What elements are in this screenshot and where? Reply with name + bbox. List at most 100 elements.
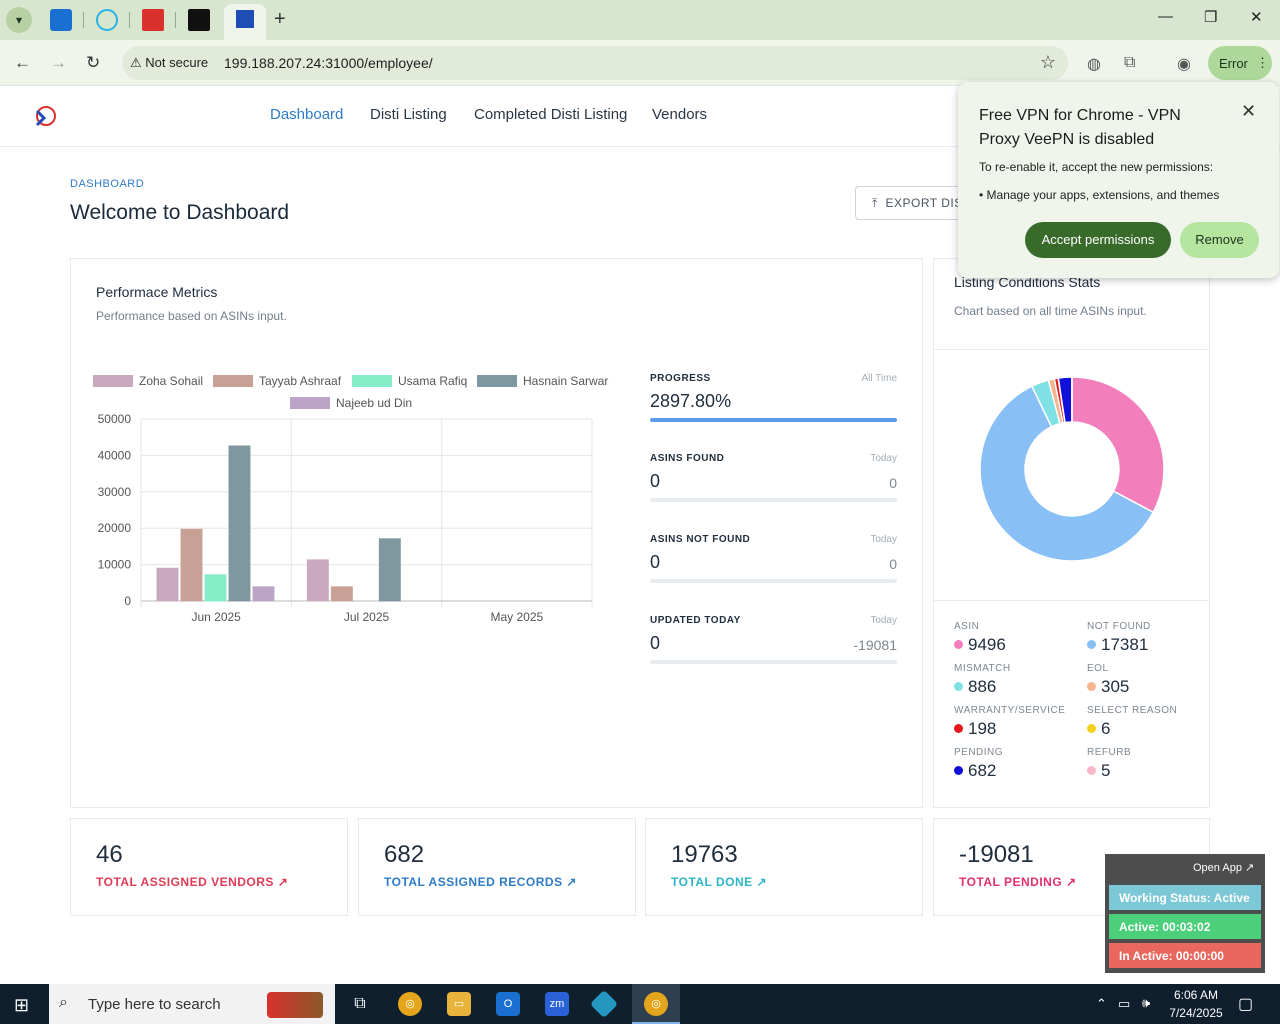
outlook-icon[interactable]: O	[496, 992, 520, 1016]
tab-favicon-ex-icon[interactable]	[142, 9, 164, 31]
legend-label[interactable]: Zoha Sohail	[139, 374, 204, 388]
stat-color-dot	[1087, 766, 1096, 775]
app-diamond-icon[interactable]	[589, 989, 619, 1019]
page-title: Welcome to Dashboard	[70, 201, 290, 224]
browser-tab-strip: ▾ + — ❐ ✕	[0, 0, 1280, 40]
total-label: TOTAL ASSIGNED VENDORS	[96, 875, 274, 889]
nav-completed-disti-listing[interactable]: Completed Disti Listing	[474, 106, 628, 123]
stat-number: 17381	[1101, 635, 1149, 654]
search-highlight-icon	[267, 992, 323, 1018]
windows-start-icon[interactable]: ⊞	[14, 995, 30, 1015]
bar-hasnain-sarwar	[228, 445, 251, 602]
open-app-link[interactable]: Open App ↗	[1193, 862, 1255, 874]
bar-chart: 0 10000 20000 30000 40000 50000 Jun 2025 Jul 20…	[98, 412, 593, 624]
legend-label[interactable]: Usama Rafiq	[398, 374, 468, 388]
nav-disti-listing[interactable]: Disti Listing	[370, 106, 447, 123]
bar-tayyab-ashraaf	[180, 528, 203, 602]
total-card[interactable]: 46 TOTAL ASSIGNED VENDORS ↗	[70, 818, 348, 916]
popup-permission-item: • Manage your apps, extensions, and them…	[979, 188, 1220, 202]
clock-time[interactable]: 6:06 AM	[1173, 988, 1219, 1002]
extensions-icon[interactable]: ⧉	[1124, 54, 1136, 71]
warning-icon: ⚠	[130, 55, 142, 70]
total-card[interactable]: 19763 TOTAL DONE ↗	[645, 818, 923, 916]
tab-favicon-amazon-icon[interactable]	[188, 9, 210, 31]
y-tick-label: 30000	[98, 485, 132, 499]
legend-label[interactable]: Hasnain Sarwar	[523, 374, 609, 388]
not-secure-indicator[interactable]: ⚠ Not secure	[130, 55, 209, 70]
metric-period: Today	[870, 453, 897, 464]
total-link[interactable]: TOTAL ASSIGNED RECORDS ↗	[384, 875, 577, 889]
total-value: -19081	[959, 841, 1034, 868]
y-tick-label: 50000	[98, 412, 132, 426]
tab-favicon-ms-icon[interactable]	[50, 9, 72, 31]
metric-label: UPDATED TODAY	[650, 615, 741, 626]
breadcrumb: DASHBOARD	[70, 178, 145, 190]
tab-favicon-copyright-icon[interactable]	[96, 9, 118, 31]
x-tick-label: Jun 2025	[191, 610, 241, 624]
external-link-icon: ↗	[562, 875, 577, 889]
donut-slice-not-found[interactable]	[979, 385, 1155, 562]
popup-close-icon[interactable]: ✕	[1241, 101, 1257, 121]
tab-search-chevron-icon[interactable]: ▾	[6, 7, 32, 33]
search-icon: ⌕	[59, 994, 68, 1011]
reload-icon[interactable]: ↻	[86, 53, 101, 72]
legend-label[interactable]: Tayyab Ashraaf	[259, 374, 342, 388]
nav-vendors[interactable]: Vendors	[652, 106, 708, 123]
legend-swatch	[352, 375, 392, 387]
metric-label: ASINS FOUND	[650, 453, 725, 464]
taskbar-search[interactable]: ⌕ Type here to search	[49, 984, 335, 1024]
total-label: TOTAL ASSIGNED RECORDS	[384, 875, 563, 889]
stat-label: REFURB	[1087, 747, 1132, 758]
clock-date[interactable]: 7/24/2025	[1169, 1006, 1223, 1020]
task-view-icon[interactable]: ⧉	[354, 995, 366, 1012]
stat-value: 9496	[954, 635, 1006, 655]
stat-value: 5	[1087, 761, 1110, 781]
stat-number: 886	[968, 677, 997, 696]
legend-swatch	[290, 397, 330, 409]
chrome-icon[interactable]: ◎	[398, 992, 422, 1016]
back-icon[interactable]: ←	[14, 53, 31, 72]
notifications-icon[interactable]: ▢	[1238, 996, 1254, 1013]
forward-icon[interactable]: →	[50, 53, 67, 72]
url-input[interactable]: ⚠ Not secure 199.188.207.24:31000/employ…	[122, 46, 1068, 80]
volume-icon[interactable]: 🕪	[1142, 995, 1151, 1010]
site-logo[interactable]	[33, 105, 59, 127]
translate-icon[interactable]: ◍	[1087, 56, 1101, 73]
x-tick-label: Jul 2025	[344, 610, 390, 624]
active-chrome-window[interactable]: ◎	[632, 984, 680, 1024]
accept-permissions-button[interactable]: Accept permissions	[1025, 222, 1171, 258]
donut-slice-asin[interactable]	[1071, 376, 1165, 514]
stat-label: EOL	[1087, 663, 1109, 674]
minimize-icon[interactable]: —	[1158, 8, 1173, 25]
upload-icon: ⤒	[872, 196, 878, 210]
active-tab[interactable]	[224, 4, 266, 40]
restore-icon[interactable]: ❐	[1204, 9, 1218, 26]
remove-button[interactable]: Remove	[1180, 222, 1259, 258]
bookmark-star-icon[interactable]: ☆	[1039, 52, 1056, 72]
stat-label: NOT FOUND	[1087, 621, 1151, 632]
stat-label: MISMATCH	[954, 663, 1011, 674]
new-tab-icon[interactable]: +	[274, 8, 286, 30]
zoom-icon[interactable]: zm	[545, 992, 569, 1016]
performance-card: Performace Metrics Performance based on …	[70, 258, 923, 808]
metric-value: 2897.80%	[650, 391, 732, 411]
stat-value: 305	[1087, 677, 1129, 697]
total-link[interactable]: TOTAL ASSIGNED VENDORS ↗	[96, 875, 288, 889]
tray-chevron-icon[interactable]: ⌃	[1096, 996, 1107, 1011]
external-link-icon: ↗	[752, 875, 768, 889]
file-explorer-icon[interactable]: ▭	[447, 992, 471, 1016]
total-link[interactable]: TOTAL DONE ↗	[671, 875, 767, 889]
nav-dashboard[interactable]: Dashboard	[270, 106, 344, 123]
y-tick-label: 10000	[98, 558, 132, 572]
close-window-icon[interactable]: ✕	[1250, 9, 1263, 26]
profile-icon[interactable]: ◉	[1177, 56, 1191, 73]
legend-label[interactable]: Najeeb ud Din	[336, 396, 413, 410]
metric-label: PROGRESS	[650, 373, 711, 384]
metric-progress-fill	[650, 418, 897, 422]
total-link[interactable]: TOTAL PENDING ↗	[959, 875, 1077, 889]
total-card[interactable]: 682 TOTAL ASSIGNED RECORDS ↗	[358, 818, 636, 916]
error-button[interactable]: Error ⋮	[1208, 46, 1272, 80]
stat-number: 305	[1101, 677, 1130, 696]
stat-label: PENDING	[954, 747, 1004, 758]
network-icon[interactable]: ▭	[1118, 996, 1131, 1011]
